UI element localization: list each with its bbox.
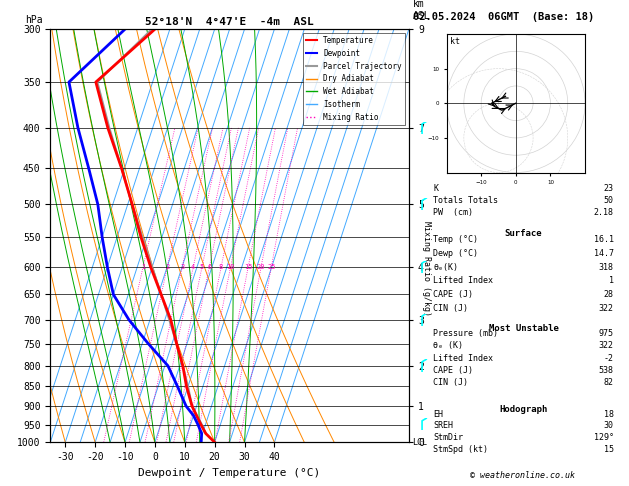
Text: © weatheronline.co.uk: © weatheronline.co.uk [470,471,574,480]
Text: 14.7: 14.7 [594,249,614,258]
Text: Totals Totals: Totals Totals [433,196,498,205]
Text: CIN (J): CIN (J) [433,379,469,387]
Text: -2: -2 [604,354,614,363]
Text: 6: 6 [207,264,211,270]
Text: Pressure (mb): Pressure (mb) [433,329,498,338]
Text: 538: 538 [599,366,614,375]
Text: 02.05.2024  06GMT  (Base: 18): 02.05.2024 06GMT (Base: 18) [413,12,594,22]
Text: 1: 1 [609,277,614,285]
Legend: Temperature, Dewpoint, Parcel Trajectory, Dry Adiabat, Wet Adiabat, Isotherm, Mi: Temperature, Dewpoint, Parcel Trajectory… [303,33,405,125]
Text: 2.18: 2.18 [594,208,614,217]
Text: PW  (cm): PW (cm) [433,208,474,217]
Text: 2: 2 [165,264,169,270]
Text: 318: 318 [599,262,614,272]
Text: 20: 20 [257,264,265,270]
Text: 975: 975 [599,329,614,338]
Text: K: K [433,184,438,192]
Text: 1: 1 [141,264,145,270]
Text: 28: 28 [604,290,614,299]
Text: hPa: hPa [25,15,43,25]
Text: Most Unstable: Most Unstable [489,325,559,333]
Text: 8: 8 [219,264,223,270]
Text: EH: EH [433,410,443,418]
Text: 25: 25 [267,264,276,270]
Text: kt: kt [450,37,460,47]
Text: 322: 322 [599,341,614,350]
Text: LCL: LCL [413,438,428,447]
Text: Temp (°C): Temp (°C) [433,235,479,244]
Text: km
ASL: km ASL [413,0,430,21]
Text: CAPE (J): CAPE (J) [433,290,474,299]
Text: θₑ(K): θₑ(K) [433,262,459,272]
Text: 129°: 129° [594,434,614,442]
Text: Dewp (°C): Dewp (°C) [433,249,479,258]
Text: θₑ (K): θₑ (K) [433,341,464,350]
Text: Mixing Ratio (g/kg): Mixing Ratio (g/kg) [422,221,431,316]
Text: 4: 4 [191,264,196,270]
Text: Hodograph: Hodograph [499,405,548,414]
Text: SREH: SREH [433,421,454,431]
Text: 3: 3 [180,264,184,270]
Text: 30: 30 [604,421,614,431]
Text: 23: 23 [604,184,614,192]
Text: 18: 18 [604,410,614,418]
Title: 52°18'N  4°47'E  -4m  ASL: 52°18'N 4°47'E -4m ASL [145,17,314,27]
Text: 82: 82 [604,379,614,387]
Text: 5: 5 [200,264,204,270]
Text: CIN (J): CIN (J) [433,304,469,313]
Text: 16.1: 16.1 [594,235,614,244]
Text: 15: 15 [604,445,614,454]
Text: 15: 15 [244,264,252,270]
Text: 50: 50 [604,196,614,205]
X-axis label: Dewpoint / Temperature (°C): Dewpoint / Temperature (°C) [138,468,321,478]
Text: Lifted Index: Lifted Index [433,354,494,363]
Text: StmDir: StmDir [433,434,464,442]
Text: CAPE (J): CAPE (J) [433,366,474,375]
Text: Lifted Index: Lifted Index [433,277,494,285]
Text: Surface: Surface [505,229,542,238]
Text: 10: 10 [226,264,235,270]
Text: 322: 322 [599,304,614,313]
Text: StmSpd (kt): StmSpd (kt) [433,445,489,454]
